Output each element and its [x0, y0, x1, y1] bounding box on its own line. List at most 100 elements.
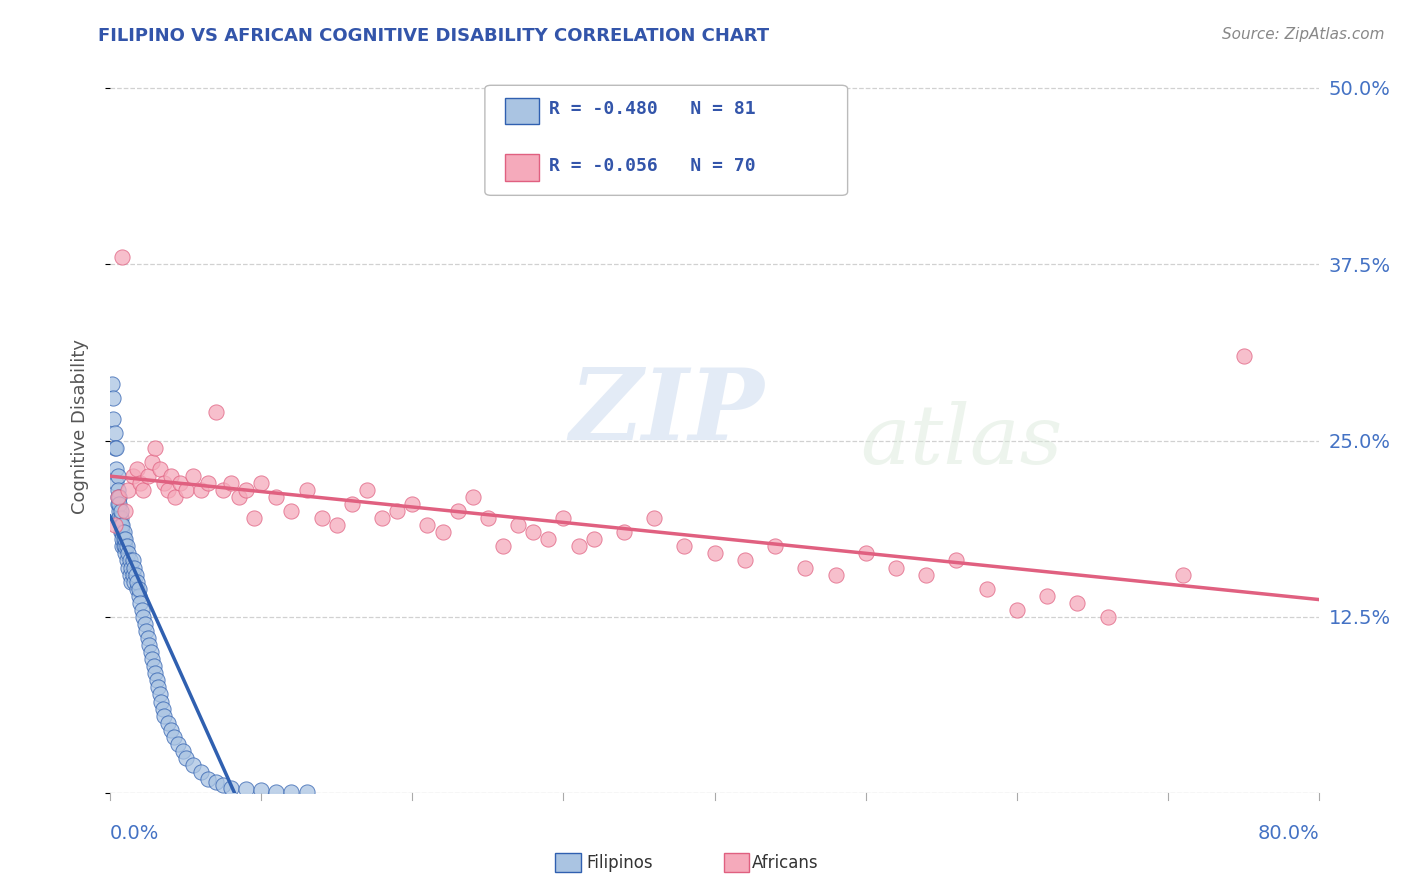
Text: atlas: atlas [859, 401, 1062, 481]
Point [101, 391, 124, 405]
Point [120, 574, 142, 589]
Point [169, 475, 191, 490]
Point [159, 723, 181, 737]
Point [824, 567, 846, 582]
Point [219, 475, 242, 490]
Point [129, 596, 152, 610]
Point [156, 715, 179, 730]
Point [114, 504, 136, 518]
Bar [505, 154, 540, 181]
Text: Africans: Africans [752, 854, 818, 871]
Point [121, 468, 143, 483]
Point [127, 462, 149, 476]
Point [1005, 603, 1028, 617]
Point [165, 490, 187, 504]
Point [884, 560, 907, 574]
Point [181, 758, 204, 772]
Point [134, 617, 156, 632]
Point [280, 504, 302, 518]
Point [197, 475, 219, 490]
Point [477, 511, 499, 525]
Point [111, 518, 134, 533]
Point [107, 497, 129, 511]
Point [128, 582, 150, 596]
Point [127, 582, 149, 596]
Point [159, 468, 181, 483]
Point [432, 525, 454, 540]
Point [582, 533, 605, 547]
Point [153, 475, 176, 490]
Point [794, 560, 817, 574]
Point [152, 701, 174, 715]
Point [219, 780, 242, 795]
Point [111, 540, 134, 554]
Point [105, 475, 128, 490]
Point [107, 483, 129, 497]
Point [295, 785, 318, 799]
Point [110, 518, 132, 533]
Point [104, 441, 127, 455]
Point [162, 730, 184, 744]
Point [114, 546, 136, 560]
Point [112, 525, 135, 540]
Point [156, 483, 179, 497]
Point [205, 775, 228, 789]
Point [295, 483, 318, 497]
Point [117, 546, 139, 560]
Point [136, 468, 159, 483]
Point [371, 511, 394, 525]
Text: R = -0.480   N = 81: R = -0.480 N = 81 [548, 101, 755, 119]
Point [250, 783, 273, 797]
Point [190, 765, 212, 780]
Point [553, 511, 575, 525]
Point [132, 610, 155, 624]
Point [508, 518, 530, 533]
Point [311, 511, 333, 525]
Point [205, 405, 228, 419]
Point [447, 504, 470, 518]
Point [174, 483, 197, 497]
Point [125, 567, 148, 582]
Point [108, 497, 131, 511]
Point [1036, 589, 1059, 603]
Point [242, 511, 264, 525]
Point [108, 504, 131, 518]
Point [110, 511, 132, 525]
Point [148, 681, 170, 695]
Point [174, 751, 197, 765]
Point [915, 567, 938, 582]
Point [136, 631, 159, 645]
Y-axis label: Cognitive Disability: Cognitive Disability [72, 339, 89, 514]
Text: 80.0%: 80.0% [1257, 824, 1319, 843]
Point [117, 483, 139, 497]
Point [643, 511, 665, 525]
Point [118, 553, 141, 567]
Text: FILIPINO VS AFRICAN COGNITIVE DISABILITY CORRELATION CHART: FILIPINO VS AFRICAN COGNITIVE DISABILITY… [98, 27, 769, 45]
Point [228, 490, 250, 504]
Point [537, 533, 560, 547]
Point [212, 483, 235, 497]
Point [122, 560, 145, 574]
Point [153, 708, 176, 723]
Point [461, 490, 484, 504]
Point [613, 525, 636, 540]
Point [167, 737, 190, 751]
Point [121, 567, 143, 582]
Text: Filipinos: Filipinos [586, 854, 652, 871]
Point [1232, 349, 1254, 363]
Point [266, 490, 288, 504]
Point [945, 553, 967, 567]
Point [128, 589, 150, 603]
Point [149, 462, 172, 476]
Point [111, 250, 134, 264]
Point [1171, 567, 1194, 582]
Point [107, 490, 129, 504]
Point [112, 540, 135, 554]
FancyBboxPatch shape [485, 86, 848, 195]
Point [356, 483, 378, 497]
Point [107, 468, 129, 483]
Point [122, 574, 145, 589]
Point [235, 782, 257, 797]
Point [326, 518, 349, 533]
Point [280, 785, 302, 799]
